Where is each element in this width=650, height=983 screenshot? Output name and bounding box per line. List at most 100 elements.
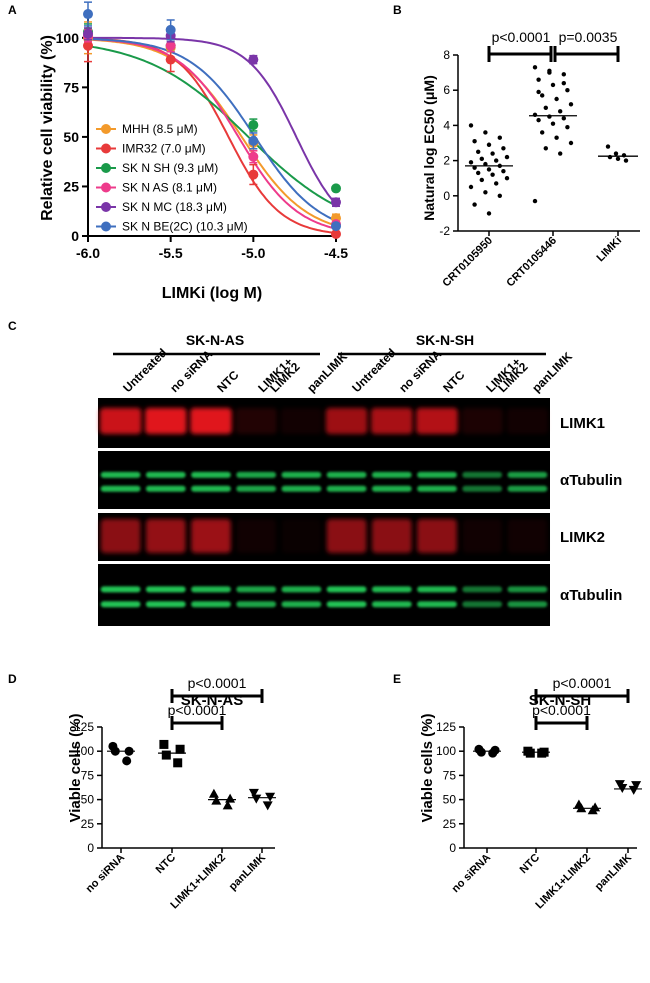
a-legend-label-3: SK N AS (8.1 μM)	[122, 181, 217, 195]
a-legend-marker	[101, 163, 111, 173]
a-legend-marker	[101, 202, 111, 212]
blot-band-tubulin	[191, 601, 231, 608]
b-xtick-label: LIMKi	[594, 235, 624, 265]
d-ytick-label: 25	[81, 817, 95, 831]
blot-band-tubulin	[145, 586, 186, 593]
a-ytick-label: 0	[71, 228, 79, 244]
b-point	[558, 151, 563, 156]
a-point-2	[248, 120, 259, 131]
b-point	[497, 193, 502, 198]
b-point	[536, 89, 541, 95]
blot-band-label-1: αTubulin	[560, 472, 622, 489]
d-ylabel: Viable cells (%)	[67, 714, 84, 823]
blot-group-sk-n-sh: SK-N-SH	[416, 332, 474, 348]
b-point	[472, 202, 477, 207]
blot-band-limk1	[506, 408, 549, 434]
d-xtick-label: no siRNA	[84, 852, 128, 896]
b-point	[613, 151, 619, 156]
blot-band-limk1	[235, 408, 277, 434]
blot-band-tubulin	[462, 485, 503, 492]
d-ytick-label: 100	[74, 744, 94, 758]
blot-band-limk2	[371, 519, 412, 553]
blot-band-tubulin	[507, 485, 548, 492]
blot-band-label-0: LIMK1	[560, 415, 605, 432]
b-ytick-label: 4	[443, 118, 450, 132]
b-point	[476, 149, 481, 154]
blot-band-tubulin	[417, 485, 457, 492]
a-point-5	[83, 9, 93, 20]
a-legend-label-2: SK N SH (9.3 μM)	[122, 161, 218, 175]
d-ytick-label: 50	[81, 793, 95, 807]
d-point	[122, 756, 132, 766]
blot-band-limk1	[99, 408, 142, 434]
blot-band-tubulin	[507, 601, 548, 608]
b-point	[486, 167, 492, 172]
blot-band-tubulin	[462, 471, 503, 478]
d-point	[251, 794, 262, 804]
e-ytick-label: 0	[449, 841, 456, 855]
b-point	[623, 158, 629, 163]
blot-band-tubulin	[236, 586, 277, 593]
dose-response-chart: Relative cell viability (%) LIMKi (log M…	[39, 1, 348, 302]
e-pvalue-2: p<0.0001	[532, 702, 591, 718]
b-point	[504, 176, 510, 181]
e-point	[476, 747, 486, 757]
e-ytick-label: 25	[443, 817, 457, 831]
blot-band-tubulin	[281, 471, 322, 478]
e-point	[628, 785, 639, 795]
b-xtick-label: CRT0105950	[440, 235, 495, 290]
blot-band-tubulin	[145, 471, 186, 478]
a-point-3	[248, 151, 259, 162]
a-legend-label-1: IMR32 (7.0 μM)	[122, 142, 206, 156]
a-legend-marker	[101, 143, 111, 154]
e-xtick-label: LIMK1+LIMK2	[533, 852, 593, 912]
blot-band-tubulin	[507, 471, 548, 478]
a-point-4	[83, 28, 93, 39]
e-ytick-label: 75	[443, 768, 457, 782]
blot-band-tubulin	[281, 485, 322, 492]
blot-band-limk2	[236, 519, 277, 553]
blot-band-tubulin	[326, 471, 367, 478]
blot-lane-label: panLIMK	[304, 349, 350, 395]
blot-lane-label: NTC	[214, 368, 242, 396]
e-ylabel: Viable cells (%)	[419, 714, 436, 823]
blot-band-tubulin	[191, 485, 231, 492]
blot-band-limk2	[191, 519, 231, 553]
blot-band-limk2	[281, 519, 322, 553]
blot-band-limk2	[145, 519, 186, 553]
d-point	[175, 744, 185, 754]
b-point	[479, 156, 484, 162]
a-legend-marker	[101, 124, 111, 134]
blot-band-tubulin	[236, 601, 277, 608]
b-point	[554, 135, 559, 140]
d-xtick-label: NTC	[154, 852, 179, 877]
b-point	[536, 77, 541, 82]
b-point	[540, 93, 545, 98]
e-point	[537, 748, 547, 758]
blot-strip	[98, 564, 550, 626]
blot-band-tubulin	[326, 586, 367, 593]
a-legend-marker	[101, 221, 111, 232]
d-pvalue-1: p<0.0001	[188, 675, 247, 691]
b-point	[476, 170, 481, 176]
blot-band-limk1	[416, 408, 458, 434]
b-point	[532, 112, 538, 118]
b-point	[550, 82, 556, 88]
a-xtick-label: -5.5	[159, 245, 183, 261]
ec50-scatter-chart: Natural log EC50 (μM) -2 0 2 4 6 8 CRT0105950 C…	[421, 29, 640, 289]
b-point	[532, 198, 538, 204]
blot-band-limk2	[462, 519, 503, 553]
blot-group-sk-n-as: SK-N-AS	[186, 332, 244, 348]
blot-band-tubulin	[236, 471, 277, 478]
b-point	[536, 117, 541, 123]
blot-band-tubulin	[281, 586, 322, 593]
b-point	[497, 135, 502, 140]
panel-b-letter: B	[393, 3, 402, 17]
e-pvalue-1: p<0.0001	[553, 675, 612, 691]
a-ytick-label: 50	[63, 129, 79, 145]
b-point	[486, 211, 492, 216]
blot-band-tubulin	[145, 485, 186, 492]
e-point	[488, 748, 498, 758]
blot-band-tubulin	[100, 485, 141, 492]
b-ytick-label: -2	[439, 224, 450, 238]
